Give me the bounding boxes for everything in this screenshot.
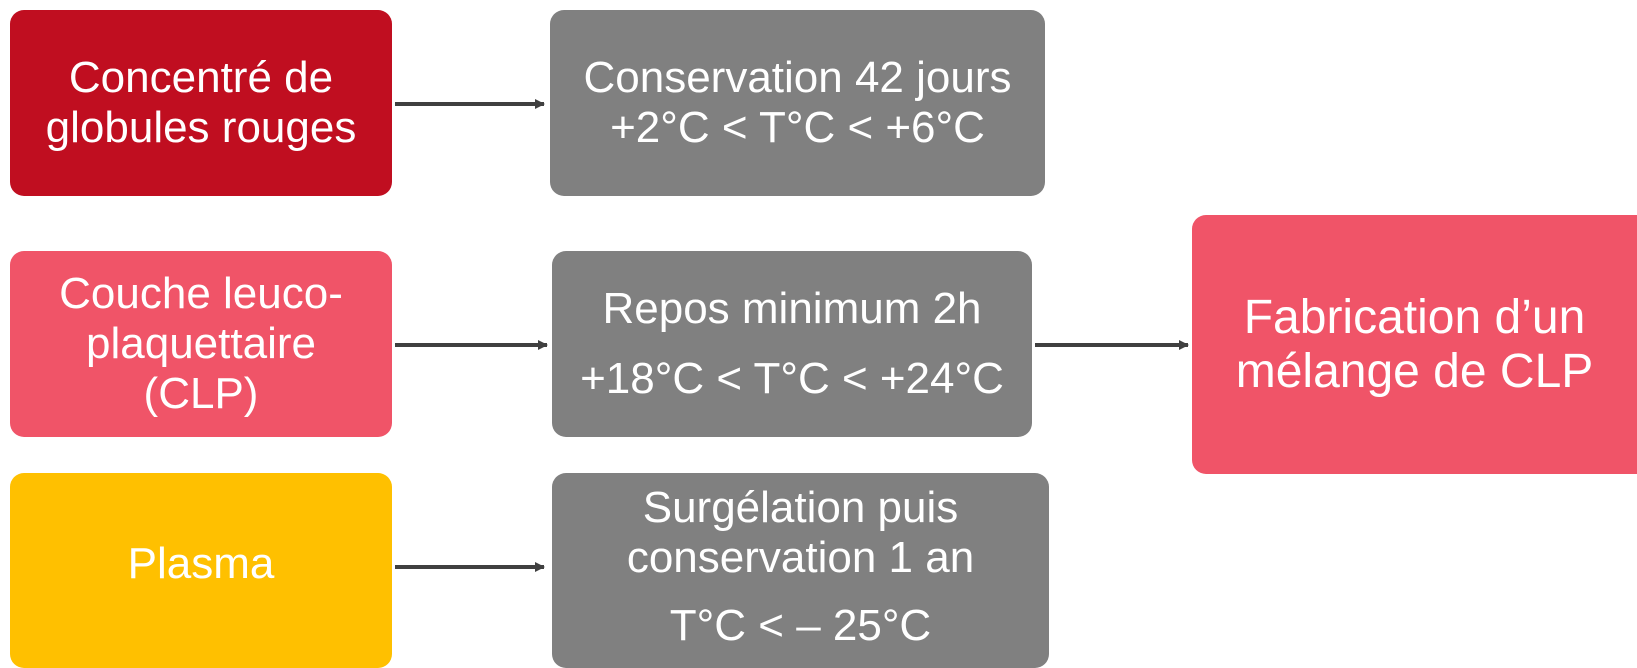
- node-text: Fabrication d’un: [1243, 290, 1586, 344]
- node-text: Concentré de: [68, 53, 334, 102]
- node-text: Repos minimum 2h: [602, 284, 982, 333]
- node-text: mélange de CLP: [1235, 344, 1594, 398]
- node-text: T°C < – 25°C: [669, 601, 932, 650]
- node: Plasma: [10, 473, 392, 668]
- node-text: +18°C < T°C < +24°C: [580, 354, 1004, 403]
- node: Couche leuco- plaquettaire (CLP): [10, 251, 392, 437]
- page: Concentré de globules rouges Conservatio…: [10, 10, 1637, 668]
- node-text: Plasma: [127, 538, 275, 588]
- node-text: plaquettaire: [86, 319, 316, 368]
- node: Repos minimum 2h +18°C < T°C < +24°C: [552, 251, 1032, 437]
- node: Concentré de globules rouges: [10, 10, 392, 196]
- node-text: (CLP): [143, 369, 259, 418]
- arrows: [395, 99, 1189, 572]
- node-text: +2°C < T°C < +6°C: [610, 103, 985, 152]
- node-text: Surgélation puis: [642, 483, 959, 532]
- node: Fabrication d’un mélange de CLP: [1192, 215, 1637, 474]
- node-text: conservation 1 an: [626, 533, 975, 582]
- node-text: Couche leuco-: [59, 269, 343, 318]
- node: Surgélation puis conservation 1 an T°C <…: [552, 473, 1049, 668]
- node-text: globules rouges: [45, 103, 357, 152]
- node: Conservation 42 jours +2°C < T°C < +6°C: [550, 10, 1045, 196]
- node-text: Conservation 42 jours: [583, 53, 1012, 102]
